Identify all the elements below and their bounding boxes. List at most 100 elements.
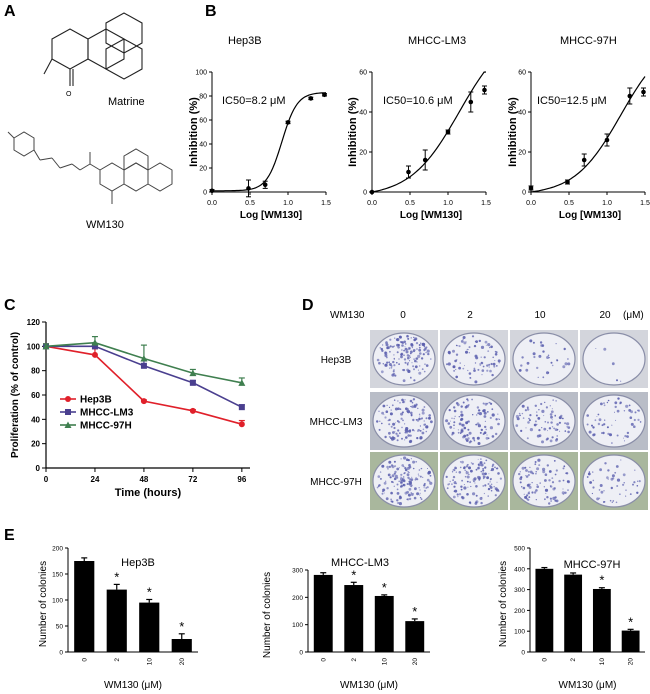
colony-dot bbox=[466, 475, 470, 479]
colony-dot bbox=[468, 466, 471, 470]
ic50-annotation: IC50=12.5 μM bbox=[537, 95, 607, 107]
colony-dot bbox=[597, 422, 601, 426]
colony-dot bbox=[556, 435, 558, 437]
colony-dot bbox=[636, 491, 639, 494]
colony-dot bbox=[394, 374, 397, 377]
colony-dot bbox=[610, 477, 614, 481]
colony-dot bbox=[460, 417, 464, 421]
colony-dot bbox=[548, 470, 552, 473]
x-tick-label: 0 bbox=[320, 658, 327, 662]
colony-dot bbox=[429, 481, 433, 485]
significance-star: * bbox=[147, 584, 152, 599]
colony-dot bbox=[396, 492, 400, 495]
colony-dot bbox=[455, 344, 458, 347]
colony-dot bbox=[515, 424, 519, 427]
colony-dot bbox=[403, 354, 405, 357]
y-tick-label: 80 bbox=[31, 367, 40, 376]
cell-line-label: Hep3B bbox=[321, 355, 352, 366]
colony-dot bbox=[430, 358, 432, 360]
colony-dot bbox=[400, 476, 402, 478]
colony-dot bbox=[407, 346, 411, 350]
colony-dot bbox=[603, 490, 605, 492]
colony-dot bbox=[591, 424, 593, 427]
colony-dot bbox=[426, 349, 430, 353]
colony-dot bbox=[588, 471, 591, 473]
colony-dot bbox=[535, 499, 537, 501]
colony-dot bbox=[615, 419, 617, 421]
colony-dot bbox=[518, 412, 521, 415]
colony-dot bbox=[393, 364, 396, 367]
colony-dot bbox=[525, 469, 528, 472]
colony-dot bbox=[453, 406, 456, 409]
colony-dot bbox=[476, 406, 480, 409]
colony-dot bbox=[489, 416, 492, 419]
x-tick-label: 0.5 bbox=[245, 200, 255, 207]
colony-dot bbox=[453, 468, 456, 471]
colony-dot bbox=[404, 347, 408, 351]
colony-dot bbox=[616, 379, 618, 382]
colony-dot bbox=[518, 472, 521, 476]
colony-dot bbox=[546, 371, 549, 375]
colony-dot bbox=[451, 483, 453, 486]
colony-dot bbox=[377, 485, 380, 488]
colony-dot bbox=[409, 356, 411, 358]
colony-dot bbox=[564, 362, 568, 366]
colony-dot bbox=[475, 494, 478, 497]
colony-dot bbox=[628, 404, 631, 407]
colony-dot bbox=[388, 460, 392, 464]
y-tick-label: 0 bbox=[522, 190, 526, 197]
y-tick-label: 20 bbox=[199, 166, 207, 173]
colony-dot bbox=[554, 415, 556, 417]
colony-dot bbox=[390, 366, 393, 369]
colony-dot bbox=[525, 475, 527, 477]
colony-dot bbox=[428, 470, 431, 474]
legend-marker bbox=[65, 409, 71, 415]
colony-dot bbox=[476, 414, 478, 416]
colony-dot bbox=[419, 489, 421, 491]
colony-dot bbox=[477, 463, 480, 466]
colony-dot bbox=[633, 425, 636, 429]
colony-dot bbox=[552, 487, 556, 491]
colony-dot bbox=[555, 469, 558, 472]
colony-dot bbox=[389, 345, 392, 348]
colony-dot bbox=[396, 488, 399, 491]
colony-dot bbox=[398, 467, 400, 469]
colony-dot bbox=[611, 474, 615, 478]
cell-line-label: MHCC-LM3 bbox=[310, 417, 363, 428]
colony-dot bbox=[495, 351, 498, 354]
colony-dot bbox=[616, 409, 620, 413]
colony-dot bbox=[410, 458, 412, 460]
colony-dot bbox=[423, 489, 427, 492]
colony-dot bbox=[475, 468, 478, 471]
colony-dot bbox=[445, 475, 448, 478]
cell-line-label: MHCC-97H bbox=[310, 477, 362, 488]
colony-dot bbox=[491, 413, 495, 417]
colony-dot bbox=[473, 344, 477, 348]
colony-dot bbox=[393, 358, 395, 360]
colony-dot bbox=[405, 407, 408, 411]
colony-dot bbox=[482, 432, 485, 435]
colony-dot bbox=[567, 358, 569, 360]
y-tick-label: 200 bbox=[52, 546, 63, 553]
colony-dot bbox=[606, 401, 609, 404]
colony-dot bbox=[393, 472, 396, 475]
colony-dot bbox=[550, 361, 553, 364]
colony-dot bbox=[463, 426, 467, 430]
colony-dot bbox=[470, 462, 472, 464]
colony-dot bbox=[412, 349, 416, 352]
x-tick-label: 20 bbox=[412, 658, 419, 666]
colony-dot bbox=[425, 417, 428, 420]
colony-dot bbox=[403, 349, 405, 352]
colony-dot bbox=[423, 420, 425, 422]
colony-dot bbox=[401, 411, 404, 414]
colony-dot bbox=[419, 497, 422, 499]
culture-dish bbox=[512, 332, 576, 386]
colony-dot bbox=[551, 481, 555, 484]
colony-dot bbox=[484, 466, 487, 469]
colony-dot bbox=[378, 410, 380, 412]
data-point bbox=[238, 379, 246, 386]
colony-dot bbox=[421, 411, 425, 415]
colony-dot bbox=[467, 349, 469, 351]
colony-dot bbox=[391, 474, 395, 478]
y-axis-label: Number of colonies bbox=[38, 561, 49, 647]
